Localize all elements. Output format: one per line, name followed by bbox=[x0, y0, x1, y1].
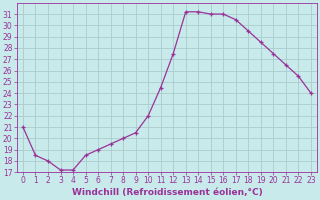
X-axis label: Windchill (Refroidissement éolien,°C): Windchill (Refroidissement éolien,°C) bbox=[72, 188, 262, 197]
